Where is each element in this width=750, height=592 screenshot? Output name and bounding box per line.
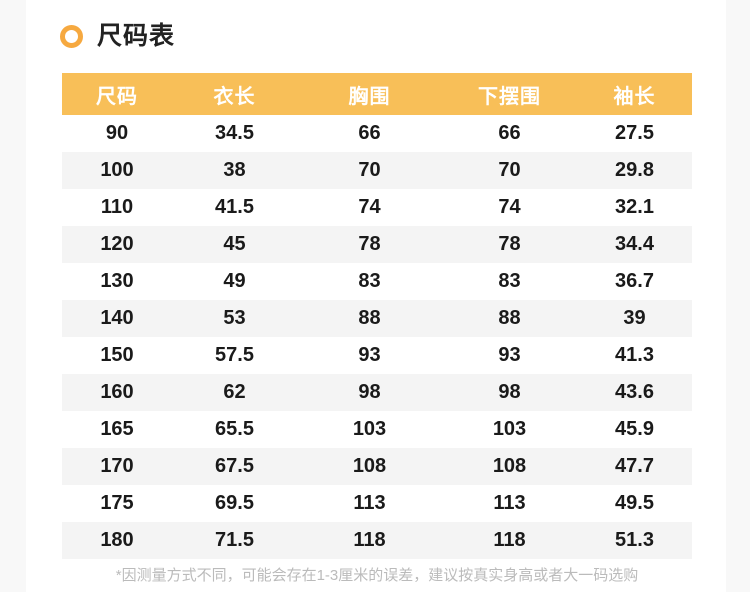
table-cell: 100: [100, 159, 134, 181]
table-cell: 93: [498, 344, 521, 366]
size-table-header: 尺码 衣长 胸围 下摆围 袖长: [62, 73, 692, 115]
table-cell: 130: [100, 270, 134, 292]
table-cell: 66: [498, 122, 521, 144]
table-cell: 41.5: [215, 196, 254, 218]
table-cell: 43.6: [615, 381, 654, 403]
table-cell: 103: [352, 418, 387, 440]
column-header-length: 衣长: [172, 73, 297, 115]
table-cell: 118: [493, 529, 526, 551]
table-cell: 98: [358, 381, 381, 403]
table-cell: 49.5: [615, 492, 654, 514]
table-cell: 70: [498, 159, 521, 181]
table-cell: 108: [352, 455, 387, 477]
table-cell: 90: [105, 122, 129, 144]
section-header: 尺码表: [60, 24, 175, 49]
table-cell: 32.1: [615, 196, 654, 218]
table-cell: 74: [498, 196, 521, 218]
table-cell: 150: [100, 344, 134, 366]
table-cell: 71.5: [215, 529, 254, 551]
table-cell: 36.7: [615, 270, 654, 292]
table-cell: 83: [498, 270, 521, 292]
table-row: 90 34.5 66 66 27.5: [62, 115, 692, 152]
table-row: 165 65.5 103 103 45.9: [62, 411, 692, 448]
column-header-sleeve: 袖长: [577, 73, 692, 115]
section-title: 尺码表: [97, 22, 176, 50]
table-cell: 160: [100, 381, 134, 403]
table-row: 130 49 83 83 36.7: [62, 263, 692, 300]
table-cell: 170: [100, 455, 134, 477]
table-cell: 165: [100, 418, 134, 440]
size-table-body: 90 34.5 66 66 27.5 100 38 70 70 29.8 110 41.5 74 74 32…: [62, 115, 692, 559]
table-cell: 67.5: [215, 455, 254, 477]
column-header-chest: 胸围: [297, 73, 442, 115]
table-cell: 38: [223, 159, 246, 181]
table-cell: 103: [492, 418, 527, 440]
table-cell: 88: [498, 307, 521, 329]
table-cell: 34.5: [215, 122, 254, 144]
table-cell: 83: [358, 270, 381, 292]
table-cell: 39: [623, 307, 646, 329]
table-row: 100 38 70 70 29.8: [62, 152, 692, 189]
table-cell: 53: [223, 307, 246, 329]
table-cell: 57.5: [215, 344, 254, 366]
table-cell: 45.9: [615, 418, 654, 440]
table-row: 160 62 98 98 43.6: [62, 374, 692, 411]
ring-bullet-icon: [60, 25, 83, 48]
table-cell: 45: [223, 233, 246, 255]
table-cell: 62: [223, 381, 246, 403]
table-row: 110 41.5 74 74 32.1: [62, 189, 692, 226]
table-cell: 88: [358, 307, 381, 329]
table-cell: 98: [498, 381, 521, 403]
table-cell: 65.5: [215, 418, 254, 440]
table-cell: 93: [358, 344, 381, 366]
table-row: 140 53 88 88 39: [62, 300, 692, 337]
table-row: 120 45 78 78 34.4: [62, 226, 692, 263]
table-cell: 110: [100, 196, 134, 218]
table-cell: 140: [100, 307, 134, 329]
measurement-disclaimer: *因测量方式不同，可能会存在1-3厘米的误差，建议按真实身高或者大一码选购: [115, 567, 639, 584]
table-cell: 118: [353, 529, 386, 551]
table-cell: 27.5: [615, 122, 654, 144]
table-cell: 34.4: [615, 233, 654, 255]
column-header-hem: 下摆围: [442, 73, 577, 115]
table-cell: 113: [353, 492, 386, 514]
table-cell: 120: [100, 233, 134, 255]
table-row: 175 69.5 113 113 49.5: [62, 485, 692, 522]
table-cell: 180: [100, 529, 134, 551]
table-cell: 74: [358, 196, 381, 218]
content-panel: 尺码表 尺码 衣长 胸围 下摆围 袖长 90 34.5 66 66 27.5 100 38 7…: [26, 0, 726, 592]
table-cell: 108: [492, 455, 527, 477]
table-cell: 70: [358, 159, 381, 181]
table-cell: 69.5: [215, 492, 254, 514]
table-row: 150 57.5 93 93 41.3: [62, 337, 692, 374]
column-header-size: 尺码: [62, 73, 172, 115]
table-row: 180 71.5 118 118 51.3: [62, 522, 692, 559]
table-cell: 78: [358, 233, 381, 255]
table-cell: 175: [100, 492, 134, 514]
table-cell: 41.3: [615, 344, 654, 366]
table-cell: 66: [358, 122, 381, 144]
table-cell: 78: [498, 233, 521, 255]
table-row: 170 67.5 108 108 47.7: [62, 448, 692, 485]
table-cell: 51.3: [615, 529, 654, 551]
table-cell: 47.7: [615, 455, 654, 477]
table-cell: 49: [223, 270, 246, 292]
table-cell: 29.8: [615, 159, 654, 181]
size-chart-table: 尺码 衣长 胸围 下摆围 袖长 90 34.5 66 66 27.5 100 38 70 70 2…: [62, 73, 692, 559]
table-cell: 113: [493, 492, 526, 514]
header-row: 尺码 衣长 胸围 下摆围 袖长: [62, 73, 692, 115]
